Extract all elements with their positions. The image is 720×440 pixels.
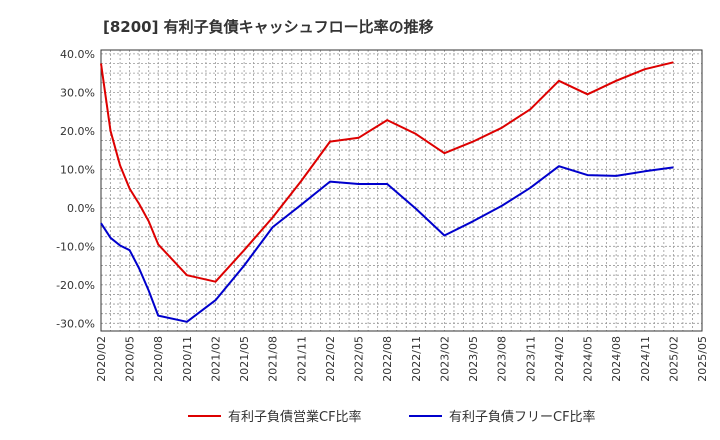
x-tick-label: 2023/02 (438, 336, 451, 382)
x-tick-label: 2024/08 (610, 336, 623, 382)
plot-border (100, 49, 703, 332)
x-tick-label: 2020/05 (124, 336, 137, 382)
x-tick-label: 2023/05 (467, 336, 480, 382)
series-layer (100, 61, 674, 323)
x-tick-label: 2020/11 (181, 336, 194, 382)
axis-layer: 40.0% 30.0% 20.0% 10.0% 0.0% -10.0% -20.0% -30.… (56, 48, 709, 382)
x-tick-label: 2024/02 (553, 336, 566, 382)
y-tick-label: 20.0% (60, 125, 95, 138)
x-tick-label: 2025/05 (696, 336, 709, 382)
legend-label: 有利子負債営業CF比率 (228, 409, 362, 425)
y-tick-label: -30.0% (56, 317, 95, 330)
y-tick-label: 0.0% (67, 202, 95, 215)
x-tick-label: 2024/05 (582, 336, 595, 382)
y-tick-label: 10.0% (60, 163, 95, 176)
plot-area (101, 50, 702, 331)
grid-layer (101, 50, 702, 331)
x-tick-label: 2022/02 (324, 336, 337, 382)
x-tick-label: 2024/11 (639, 336, 652, 382)
x-tick-label: 2022/08 (381, 336, 394, 382)
y-tick-label: -20.0% (56, 279, 95, 292)
x-tick-label: 2021/11 (295, 336, 308, 382)
x-tick-label: 2021/02 (209, 336, 222, 382)
x-tick-label: 2025/02 (667, 336, 680, 382)
y-tick-label: -10.0% (56, 240, 95, 253)
x-tick-label: 2020/08 (152, 336, 165, 382)
y-tick-label: 30.0% (60, 86, 95, 99)
series-line (100, 61, 674, 283)
x-tick-label: 2020/02 (95, 336, 108, 382)
legend: 有利子負債営業CF比率 有利子負債フリーCF比率 (188, 409, 596, 425)
x-tick-label: 2022/11 (410, 336, 423, 382)
x-tick-label: 2022/05 (353, 336, 366, 382)
series-line (100, 165, 674, 323)
x-tick-label: 2023/08 (496, 336, 509, 382)
x-tick-label: 2021/08 (267, 336, 280, 382)
x-tick-label: 2021/05 (238, 336, 251, 382)
y-tick-label: 40.0% (60, 48, 95, 61)
x-tick-label: 2023/11 (524, 336, 537, 382)
chart-title: [8200] 有利子負債キャッシュフロー比率の推移 (103, 18, 434, 36)
legend-label: 有利子負債フリーCF比率 (449, 409, 596, 425)
